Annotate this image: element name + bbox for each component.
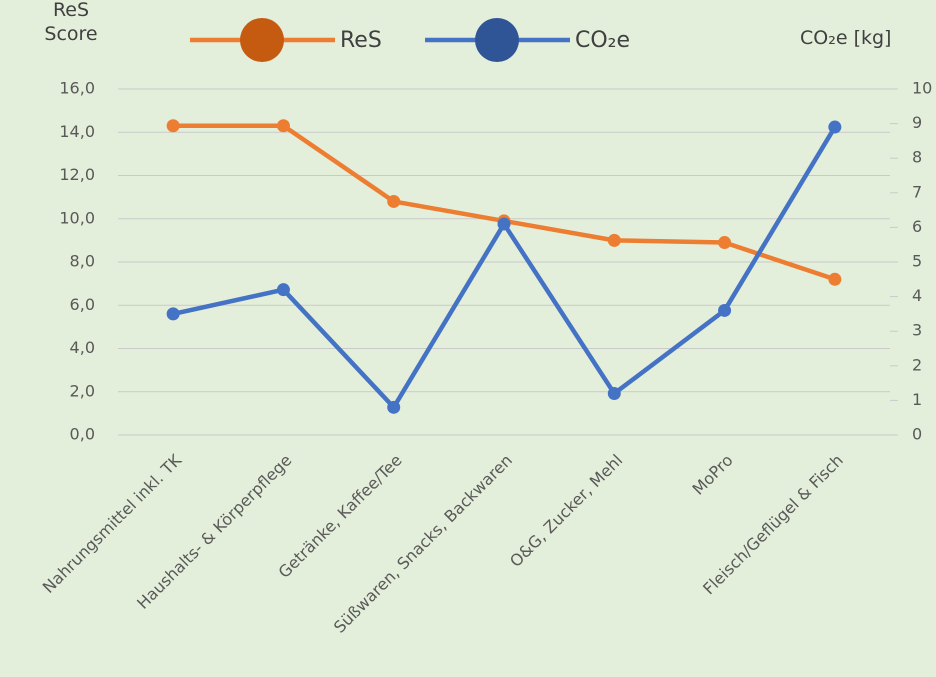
y2-tick-label: 4	[912, 286, 922, 305]
data-point	[718, 236, 732, 250]
y2-tick-label: 0	[912, 425, 922, 444]
data-point	[828, 120, 842, 134]
legend-marker	[475, 18, 519, 62]
data-point	[497, 217, 511, 231]
y2-axis-label: CO₂e [kg]	[800, 27, 892, 49]
y2-tick-label: 10	[912, 79, 932, 98]
x-tick-label: O&G, Zucker, Mehl	[506, 451, 626, 571]
data-point	[387, 400, 401, 414]
y-tick-label: 6,0	[70, 295, 95, 314]
series-line	[172, 125, 837, 410]
x-tick-label: Süßwaren, Snacks, Backwaren	[330, 451, 516, 637]
legend-marker	[240, 18, 284, 62]
y-tick-label: 12,0	[59, 165, 95, 184]
data-point	[387, 194, 401, 208]
series-line	[173, 123, 836, 282]
y2-tick-label: 2	[912, 355, 922, 374]
data-point	[828, 272, 842, 286]
y-tick-label: 2,0	[70, 381, 95, 400]
y2-tick-label: 7	[912, 182, 922, 201]
x-tick-label: MoPro	[689, 451, 737, 499]
data-point	[166, 307, 180, 321]
y-tick-label: 14,0	[59, 122, 95, 141]
y-tick-label: 8,0	[70, 252, 95, 271]
y2-tick-label: 3	[912, 321, 922, 340]
y-tick-label: 4,0	[70, 338, 95, 357]
y2-tick-label: 1	[912, 390, 922, 409]
data-point	[607, 386, 621, 400]
data-point	[607, 233, 621, 247]
y2-tick-label: 6	[912, 217, 922, 236]
y-tick-label: 16,0	[59, 79, 95, 98]
y2-tick-label: 8	[912, 148, 922, 167]
data-point	[718, 303, 732, 317]
data-point	[276, 283, 290, 297]
y2-tick-label: 5	[912, 252, 922, 271]
y-tick-label: 0,0	[70, 425, 95, 444]
data-point	[276, 119, 290, 133]
legend-label: ReS	[340, 28, 382, 53]
legend-label: CO₂e	[575, 28, 630, 53]
y-axis-label: ReS Score	[44, 0, 98, 45]
y-tick-label: 10,0	[59, 208, 95, 227]
x-tick-label: Getränke, Kaffee/Tee	[274, 451, 405, 582]
data-point	[166, 119, 180, 133]
y2-tick-label: 9	[912, 113, 922, 132]
